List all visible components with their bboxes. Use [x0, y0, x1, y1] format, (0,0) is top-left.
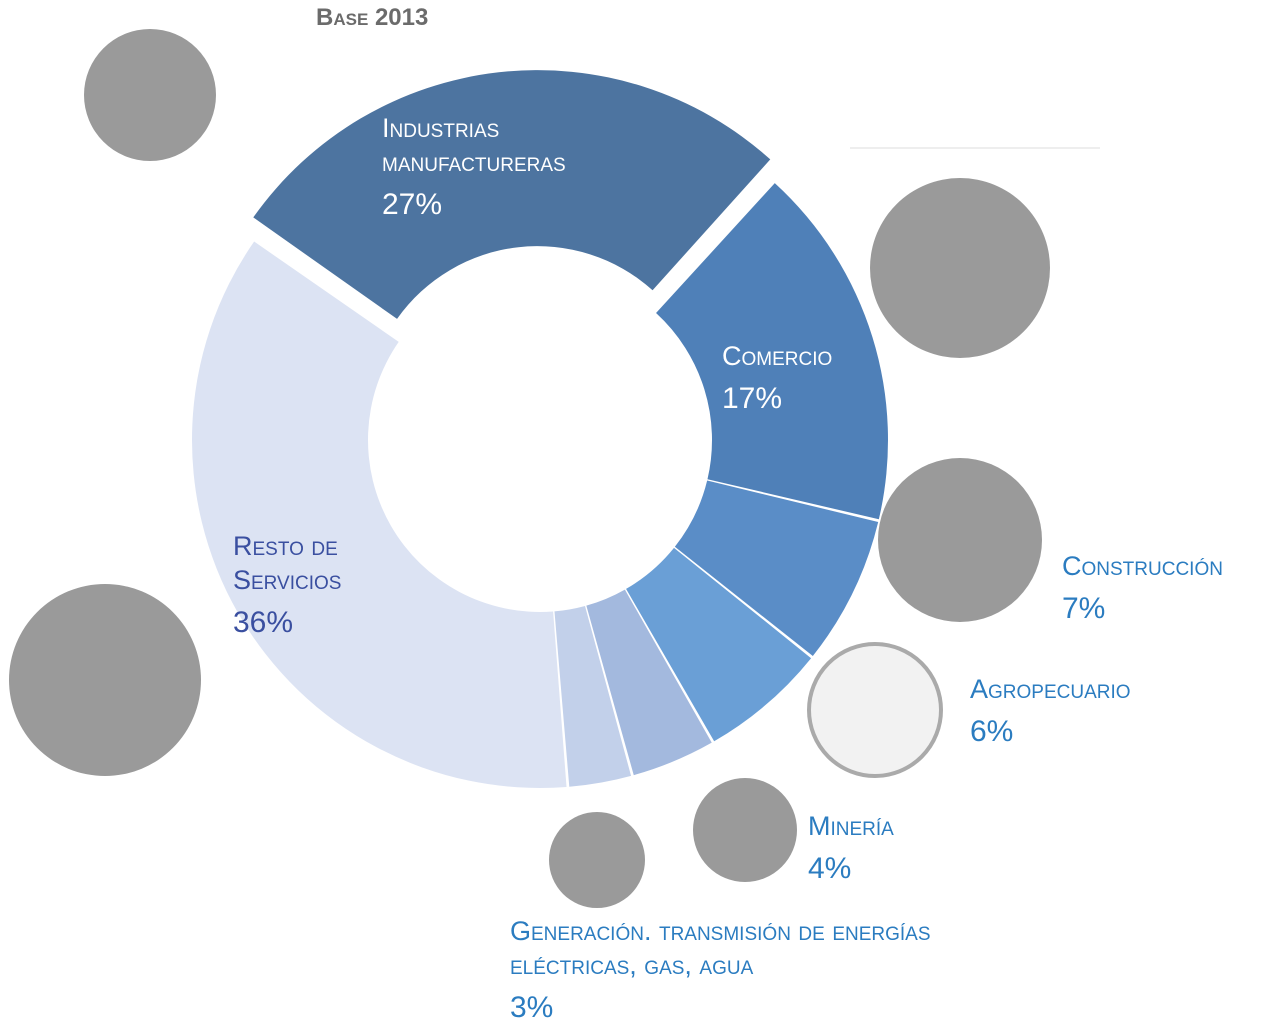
- value-label: 27%: [382, 187, 443, 221]
- donut-segment: [586, 589, 712, 776]
- icon: [878, 458, 1042, 622]
- chart-title: Base 2013: [316, 4, 429, 31]
- category-label: Industrias manufactureras: [382, 113, 566, 177]
- value-label: 7%: [1062, 591, 1106, 625]
- category-label: Resto de Servicios: [233, 531, 342, 595]
- value-label: 17%: [722, 381, 783, 415]
- segment-label: Minería 4%: [808, 810, 968, 887]
- donut-segment: [253, 70, 771, 319]
- value-label: 3%: [510, 990, 554, 1024]
- category-label: Construcción: [1062, 551, 1223, 581]
- icon: [693, 778, 797, 882]
- donut-segment: [554, 606, 632, 787]
- icon: [870, 178, 1050, 358]
- value-label: 4%: [808, 851, 852, 885]
- segment-label: Industrias manufactureras 27%: [382, 112, 582, 223]
- donut-segment: [626, 547, 812, 742]
- icon: [9, 584, 201, 776]
- icon: [84, 29, 216, 161]
- donut-segment: [656, 183, 888, 520]
- category-label: Minería: [808, 811, 894, 841]
- value-label: 36%: [233, 605, 294, 639]
- category-label: Comercio: [722, 341, 833, 371]
- donut-segment: [191, 241, 567, 789]
- segment-label: Agropecuario 6%: [970, 673, 1190, 750]
- icon: [549, 812, 645, 908]
- value-label: 6%: [970, 714, 1014, 748]
- donut-segment: [674, 480, 879, 657]
- icons: [9, 29, 1050, 908]
- category-label: Agropecuario: [970, 674, 1131, 704]
- segment-label: Comercio 17%: [722, 340, 882, 417]
- category-label: Generación. transmisión de energías eléc…: [510, 916, 931, 980]
- segment-label: Construcción 7%: [1062, 550, 1270, 627]
- segment-label: Resto de Servicios 36%: [233, 530, 383, 641]
- icon: [807, 642, 943, 778]
- segment-label: Generación. transmisión de energías eléc…: [510, 915, 950, 1026]
